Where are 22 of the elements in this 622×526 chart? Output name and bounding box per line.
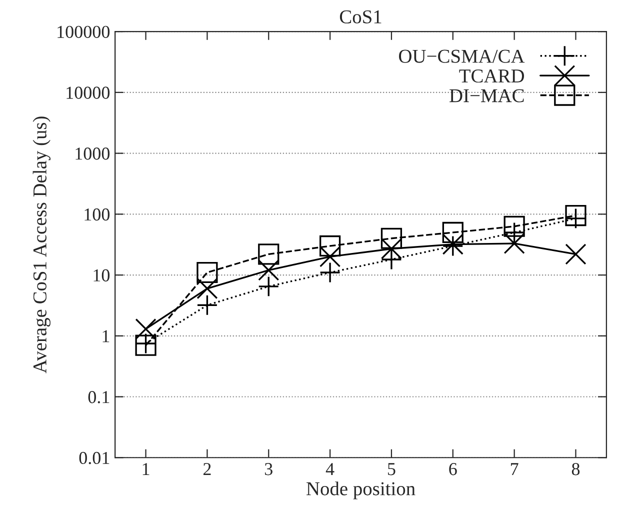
legend-label: OU−CSMA/CA	[399, 50, 525, 63]
y-tick-label: 0.01	[79, 452, 110, 464]
legend-label: TCARD	[459, 69, 524, 83]
x-axis-title: Node position	[306, 482, 416, 500]
x-tick-label: 8	[572, 463, 580, 476]
y-tick-label: 10	[94, 269, 110, 282]
x-tick-label: 1	[142, 463, 150, 476]
y-tick-label: 1	[102, 330, 110, 342]
y-axis-title: Average CoS1 Access Delay (us)	[32, 116, 50, 374]
x-tick-label: 7	[510, 463, 518, 476]
x-tick-label: 5	[388, 463, 396, 476]
y-tick-label: 10000	[66, 86, 110, 99]
y-tick-label: 100	[84, 208, 110, 221]
x-tick-label: 2	[203, 463, 211, 476]
chart-title: CoS1	[340, 10, 382, 24]
y-tick-label: 1000	[76, 148, 110, 160]
y-tick-label: 100000	[58, 26, 110, 38]
x-tick-label: 3	[264, 463, 272, 476]
x-tick-label: 4	[326, 463, 334, 476]
legend-label: DI−MAC	[450, 89, 524, 102]
y-tick-label: 0.1	[88, 391, 110, 404]
x-tick-label: 6	[449, 463, 457, 476]
